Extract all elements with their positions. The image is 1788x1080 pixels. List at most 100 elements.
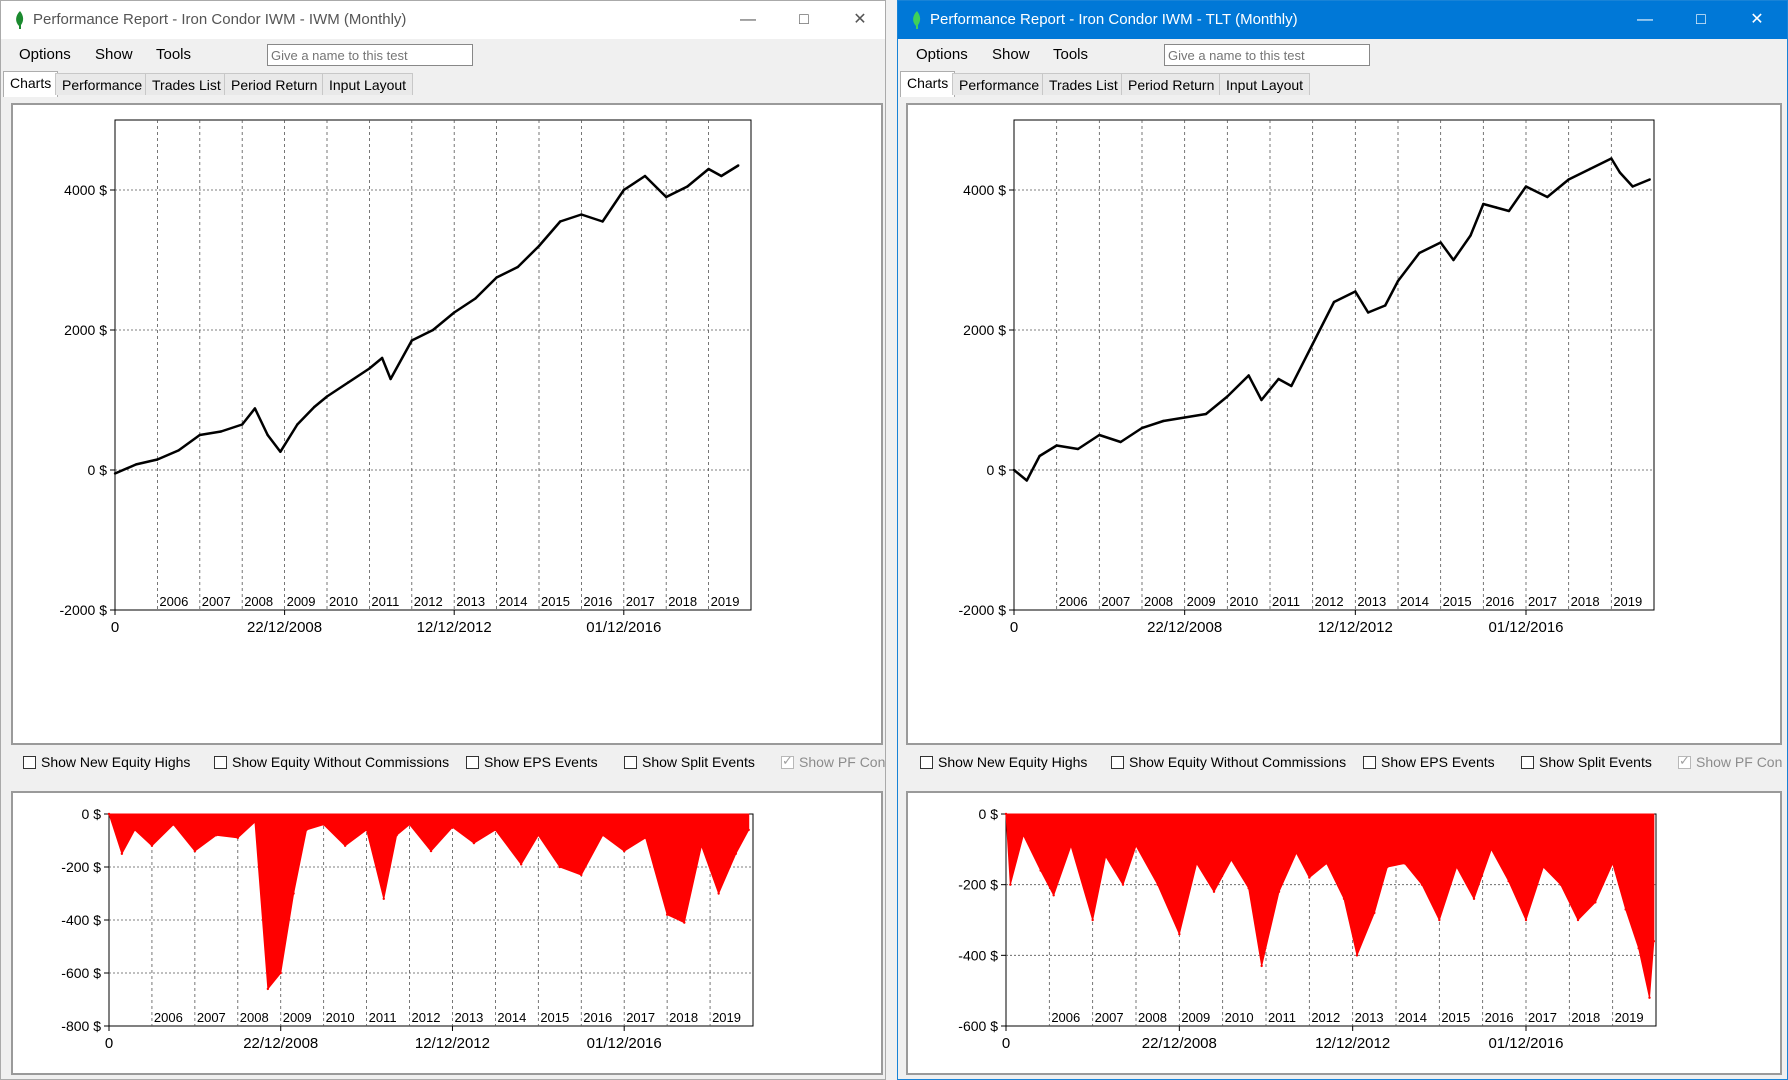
show-equity-without-commissions-checkbox[interactable]: Show Equity Without Commissions (214, 754, 449, 770)
tab-charts[interactable]: Charts (3, 71, 59, 97)
series-point (1490, 848, 1493, 851)
y-tick-label: -200 $ (61, 859, 101, 875)
drawdown-chart-panel: 2006 2007 2008 2009 2010 2011 2012 2013 2014 2015… (11, 791, 883, 1075)
series-point (580, 213, 583, 216)
series-point (1472, 897, 1476, 900)
series-point (1332, 300, 1336, 304)
series-point (241, 423, 244, 426)
series-point (1507, 209, 1511, 213)
series-point (1384, 304, 1387, 307)
y-tick-label: 2000 $ (963, 322, 1006, 338)
close-button[interactable]: ✕ (1750, 11, 1764, 28)
year-label: 2014 (499, 594, 528, 609)
drawdown-area (108, 813, 750, 991)
series-point (177, 449, 180, 452)
test-name-input[interactable] (267, 44, 473, 66)
plot-area (1013, 119, 1655, 611)
y-tick-label: 2000 $ (64, 322, 107, 338)
series-point (558, 865, 561, 869)
x-date-label: 0 (1010, 619, 1018, 636)
x-date-label: 12/12/2012 (1318, 619, 1393, 636)
series-point (156, 458, 159, 461)
year-label: 2006 (1051, 1010, 1080, 1025)
show-eps-events-checkbox[interactable]: Show EPS Events (466, 754, 598, 770)
show-split-events-checkbox[interactable]: Show Split Events (624, 754, 755, 770)
close-button[interactable]: ✕ (853, 11, 867, 28)
series-point (133, 828, 136, 832)
series-point (1277, 377, 1280, 381)
series-point (1637, 947, 1640, 950)
minimize-button[interactable]: — (740, 11, 756, 28)
checkbox-label: Show New Equity Highs (938, 754, 1088, 770)
tab-trades-list[interactable]: Trades List (1042, 73, 1125, 95)
series-point (1418, 251, 1421, 255)
show-new-equity-highs-checkbox[interactable]: Show New Equity Highs (920, 754, 1087, 770)
show-new-equity-highs-checkbox[interactable]: Show New Equity Highs (23, 754, 190, 770)
x-date-label: 22/12/2008 (243, 1035, 318, 1052)
title-bar: Performance Report - Iron Condor IWM - T… (898, 1, 1787, 39)
show-split-events-checkbox[interactable]: Show Split Events (1521, 754, 1652, 770)
series-point (215, 834, 218, 837)
tab-trades-list[interactable]: Trades List (145, 73, 228, 95)
year-label: 2016 (583, 594, 612, 609)
menu-options[interactable]: Options (19, 46, 71, 63)
tab-input-layout[interactable]: Input Layout (1219, 73, 1311, 95)
series-point (1022, 834, 1025, 837)
show-eps-events-checkbox[interactable]: Show EPS Events (1363, 754, 1495, 770)
year-label: 2013 (1355, 1010, 1384, 1025)
year-label: 2012 (412, 1010, 441, 1025)
series-point (135, 463, 138, 466)
tab-period-return[interactable]: Period Return (224, 73, 325, 95)
year-label: 2012 (1311, 1010, 1340, 1025)
tab-charts[interactable]: Charts (900, 71, 956, 97)
year-label: 2010 (326, 1010, 355, 1025)
series-point (1542, 865, 1545, 869)
series-point (431, 328, 435, 332)
series-point (580, 873, 583, 877)
series-point (1455, 865, 1458, 869)
year-label: 2013 (1357, 594, 1386, 609)
maximize-button[interactable]: □ (1696, 11, 1706, 28)
tab-performance[interactable]: Performance (952, 73, 1047, 95)
series-point (643, 174, 647, 178)
year-label: 2012 (414, 594, 443, 609)
menu-tools[interactable]: Tools (156, 46, 192, 63)
series-point (410, 339, 413, 342)
tab-input-layout[interactable]: Input Layout (322, 73, 414, 95)
series-point (683, 921, 686, 924)
menu-show[interactable]: Show (95, 46, 133, 63)
menu-show[interactable]: Show (992, 46, 1030, 63)
series-point (1277, 890, 1281, 893)
show-equity-without-commissions-checkbox[interactable]: Show Equity Without Commissions (1111, 754, 1346, 770)
series-point (1121, 883, 1125, 886)
series-point (1469, 234, 1472, 237)
year-label: 2011 (371, 594, 399, 609)
y-tick-label: -800 $ (61, 1018, 101, 1034)
test-name-input[interactable] (1164, 44, 1370, 66)
series-point (494, 828, 497, 832)
tab-period-return[interactable]: Period Return (1121, 73, 1222, 95)
series-point (519, 863, 523, 866)
tab-performance[interactable]: Performance (55, 73, 150, 95)
year-label: 2015 (541, 594, 570, 609)
checkbox-label: Show Split Events (642, 754, 755, 770)
menu-options[interactable]: Options (916, 46, 968, 63)
series-point (236, 836, 239, 840)
drawdown-chart: 2006 2007 2008 2009 2010 2011 2012 2013 2014 2015… (958, 806, 1657, 1052)
minimize-button[interactable]: — (1637, 11, 1653, 28)
x-date-label: 01/12/2016 (587, 1035, 662, 1052)
year-label: 2019 (712, 1010, 741, 1025)
menu-tools[interactable]: Tools (1053, 46, 1089, 63)
series-point (1588, 167, 1592, 171)
series-point (292, 892, 295, 895)
drawdown-area (1005, 813, 1655, 998)
series-point (737, 164, 740, 167)
equity-chart: 2006 2007 2008 2009 2010 2011 2012 2013 2014 2015… (60, 119, 752, 636)
window-title: Performance Report - Iron Condor IWM - I… (33, 11, 407, 28)
series-point (1611, 862, 1614, 865)
series-point (720, 174, 723, 178)
year-label: 2016 (583, 1010, 612, 1025)
series-point (747, 828, 750, 832)
maximize-button[interactable]: □ (799, 11, 809, 28)
series-point (1195, 862, 1198, 865)
